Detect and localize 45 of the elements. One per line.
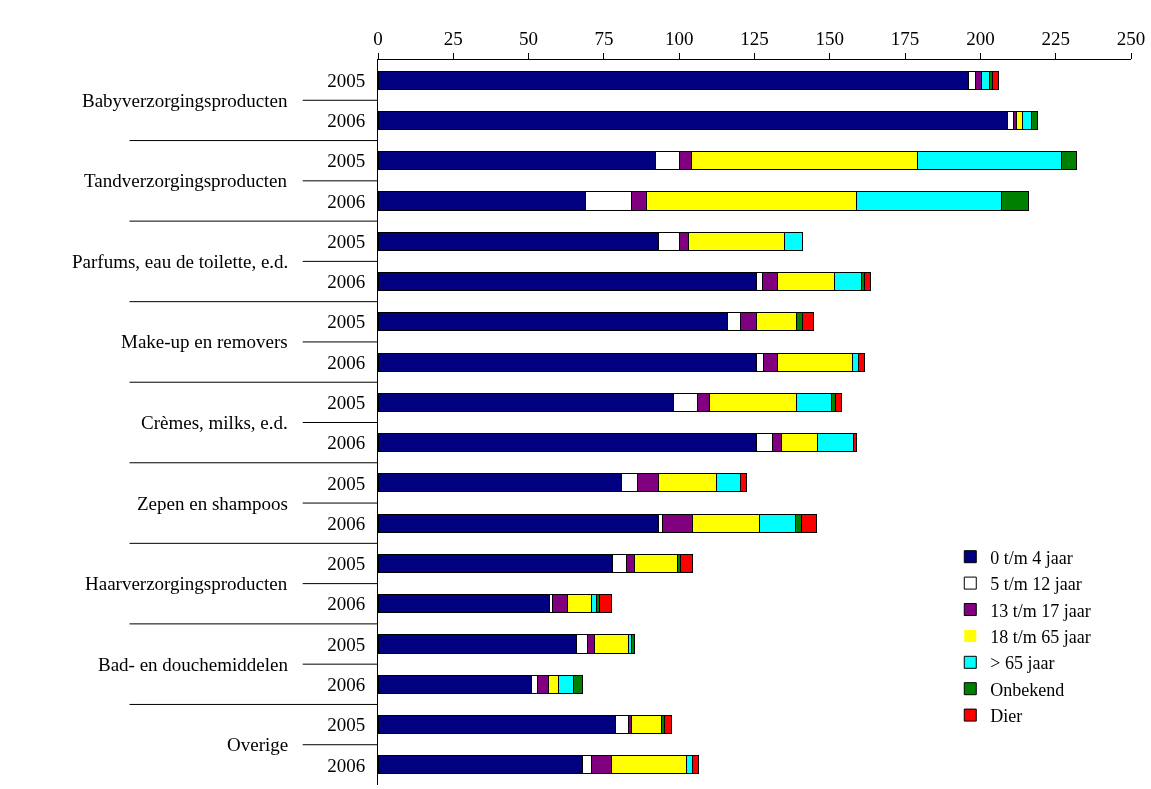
text: Haarverzorgingsproducten <box>85 573 288 594</box>
x-tick-label: 25 <box>443 28 463 50</box>
x-tick-label: 175 <box>890 28 920 50</box>
y-tick-label: 2005 <box>327 150 366 172</box>
y-tick-label: 2006 <box>327 673 366 695</box>
y-tick-label: 2005 <box>327 230 366 252</box>
y-tick-label: 2006 <box>327 754 366 776</box>
legend-label: Onbekend <box>990 679 1065 700</box>
x-tick-label: 50 <box>519 28 539 50</box>
x-tick-label: 225 <box>1041 28 1070 50</box>
legend-label: 13 t/m 17 jaar <box>990 600 1091 621</box>
y-tick-label: 2006 <box>327 593 366 615</box>
x-tick-label: 150 <box>815 28 845 50</box>
y-tick-label: 2005 <box>327 311 366 333</box>
legend-label: > 65 jaar <box>990 653 1055 674</box>
x-tick-label: 0 <box>373 28 383 50</box>
y-tick-label: 2005 <box>327 714 366 736</box>
x-tick-label: 75 <box>594 28 614 50</box>
y-tick-label: 2006 <box>327 432 366 454</box>
text: Bad- en douchemiddelen <box>98 654 289 675</box>
text: Tandverzorgingsproducten <box>84 170 288 191</box>
y-tick-label: 2006 <box>327 512 366 534</box>
legend-label: Dier <box>990 706 1023 727</box>
y-tick-label: 2005 <box>327 633 366 655</box>
text: Overige <box>227 734 289 755</box>
text: Crèmes, milks, e.d. <box>141 412 288 433</box>
text: Babyverzorgingsproducten <box>82 90 288 111</box>
y-tick-label: 2006 <box>327 271 366 293</box>
x-tick-label: 200 <box>966 28 995 50</box>
text: Parfums, eau de toilette, e.d. <box>72 251 289 272</box>
y-tick-label: 2005 <box>327 472 366 494</box>
y-tick-label: 2006 <box>327 351 366 373</box>
y-tick-label: 2005 <box>327 392 366 414</box>
legend-label: 0 t/m 4 jaar <box>990 547 1073 568</box>
x-tick-label: 250 <box>1116 28 1146 50</box>
y-tick-label: 2005 <box>327 69 366 91</box>
y-tick-label: 2005 <box>327 553 366 575</box>
legend-label: 18 t/m 65 jaar <box>990 626 1091 647</box>
text: Zepen en shampoos <box>137 493 288 514</box>
legend-label: 5 t/m 12 jaar <box>990 574 1082 595</box>
y-tick-label: 2006 <box>327 110 366 132</box>
y-tick-label: 2006 <box>327 190 366 212</box>
x-tick-label: 125 <box>740 28 769 50</box>
text: Make-up en removers <box>121 331 288 352</box>
x-tick-label: 100 <box>664 28 694 50</box>
